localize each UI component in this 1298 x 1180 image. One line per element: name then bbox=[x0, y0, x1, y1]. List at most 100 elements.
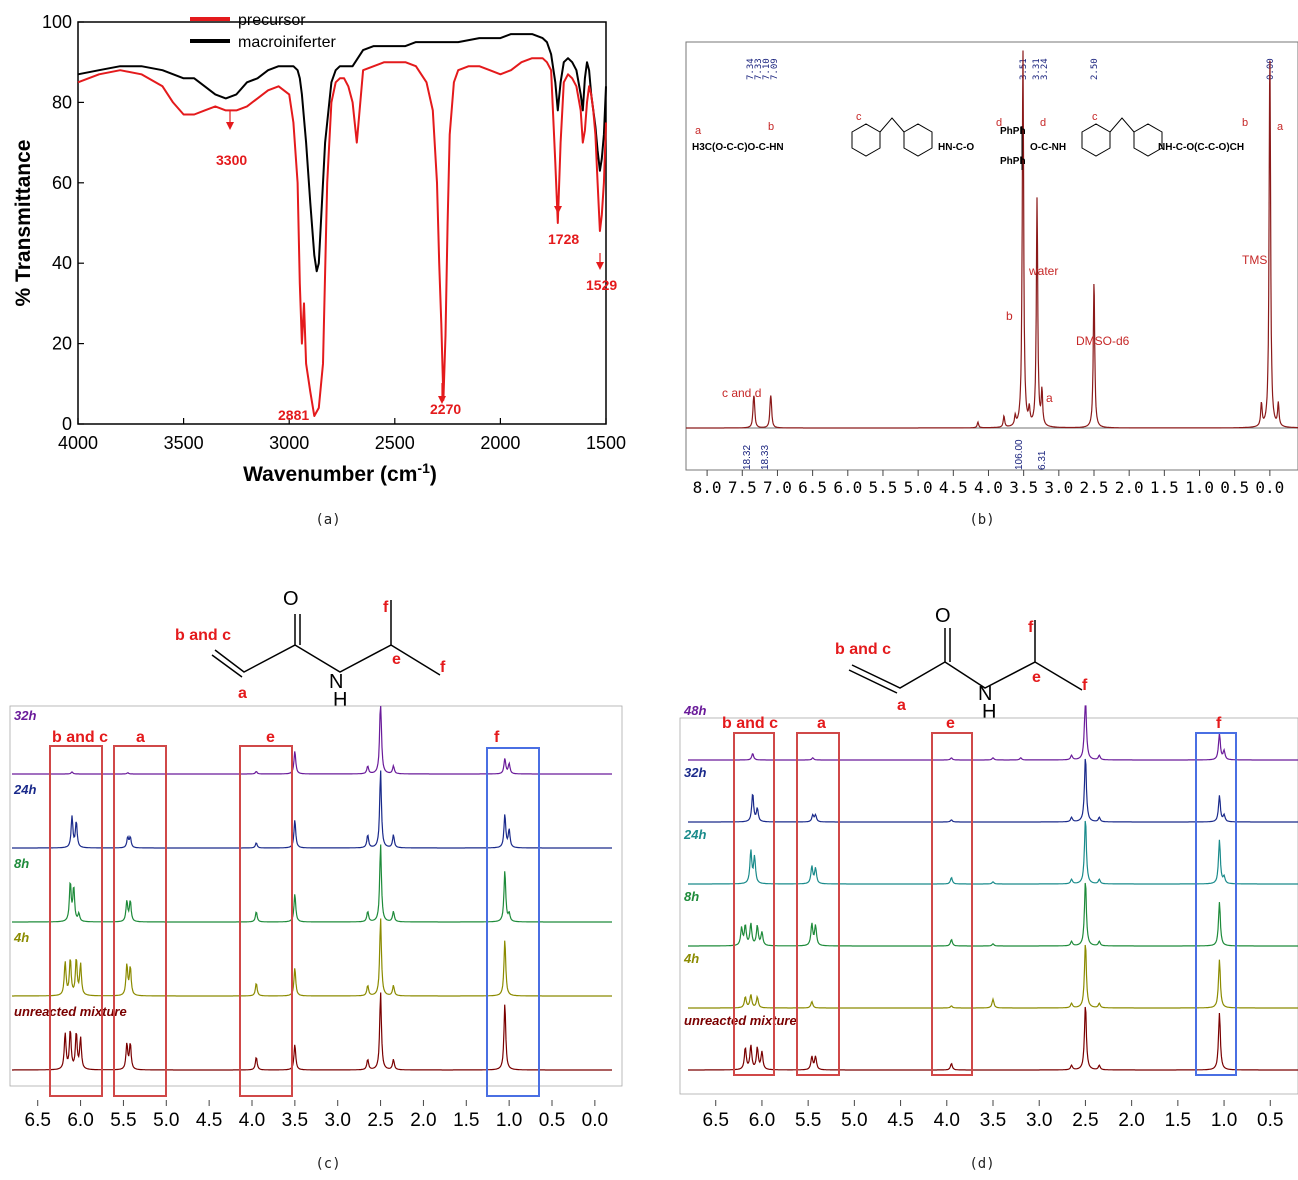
panel-c-mol-bc: b and c bbox=[175, 627, 231, 644]
panel-c-mol-f1: f bbox=[383, 599, 389, 616]
panel-a-ftir: 0 20 40 60 80 100 4000 3500 3000 2500 2000 1500 % … bbox=[12, 12, 626, 528]
panel-d-boxlabel-f: f bbox=[1216, 715, 1222, 732]
b-xtick-label: 2.5 bbox=[1080, 478, 1109, 497]
struct-frag-1: H3C(O-C-C)O-C-HN bbox=[692, 142, 784, 153]
a-ytick-label: 20 bbox=[52, 334, 72, 354]
b-xtick-label: 5.5 bbox=[869, 478, 898, 497]
legend-label-precursor: precursor bbox=[238, 12, 306, 29]
panel-c-molecule-double-bond bbox=[211, 654, 243, 678]
panel-d-mol-bc: b and c bbox=[835, 641, 891, 658]
struct-letter-d-left: d bbox=[996, 117, 1002, 129]
panel-d-molecule: O N H b and c a e f f bbox=[835, 605, 1088, 723]
panel-d-molecule-bonds bbox=[851, 620, 1083, 691]
panel-d-mol-f1: f bbox=[1028, 619, 1034, 636]
struct-ch2-right bbox=[1109, 117, 1135, 133]
xtick-label: 5.0 bbox=[153, 1110, 179, 1131]
a-ytick-label: 100 bbox=[42, 12, 72, 32]
struct-ring-4 bbox=[1133, 123, 1163, 157]
b-xtick-label: 1.5 bbox=[1150, 478, 1179, 497]
b-xtick-label: 7.5 bbox=[728, 478, 757, 497]
panel-c-molecule-bonds bbox=[214, 600, 441, 676]
b-shift-label: 3.31 bbox=[1032, 58, 1042, 80]
panel-a-caption: (a) bbox=[315, 512, 340, 528]
series-line-precursor bbox=[77, 57, 607, 417]
panel-b-nmr: 7.347.337.107.09 3.51 3.313.24 2.50 0.00 8.0… bbox=[685, 41, 1298, 528]
a-ytick-label: 60 bbox=[52, 173, 72, 193]
xtick-label: 0.5 bbox=[539, 1110, 565, 1131]
integral-4: 6.31 bbox=[1037, 450, 1048, 470]
b-xtick-label: 4.0 bbox=[974, 478, 1003, 497]
trace-unreacted-mixture bbox=[12, 992, 612, 1071]
xtick-label: 2.0 bbox=[1118, 1110, 1144, 1131]
panel-b-structure: H3C(O-C-C)O-C-HN HN-C-O PhPh PhPh O-C-NH… bbox=[692, 117, 1244, 170]
xtick-label: 2.5 bbox=[367, 1110, 393, 1131]
panel-c-boxlabel-bc: b and c bbox=[52, 729, 108, 746]
trace-24h bbox=[12, 770, 612, 849]
panel-c-mol-a: a bbox=[238, 685, 247, 702]
xtick-label: 1.5 bbox=[453, 1110, 479, 1131]
peak-label-2881: 2881 bbox=[278, 407, 309, 423]
series-line-macroiniferter bbox=[77, 33, 607, 273]
a-xtick-label: 1500 bbox=[586, 433, 626, 453]
peak-label-2270: 2270 bbox=[430, 401, 461, 417]
panel-d-box-a bbox=[796, 732, 840, 1076]
panel-b-spectrum bbox=[686, 50, 1298, 429]
xtick-label: 6.0 bbox=[749, 1110, 775, 1131]
b-xtick-label: 3.0 bbox=[1044, 478, 1073, 497]
b-xtick-label: 5.0 bbox=[904, 478, 933, 497]
arrowhead-1529 bbox=[596, 262, 604, 270]
trace-label-48h: 48h bbox=[683, 703, 706, 718]
arrowhead-1728 bbox=[554, 206, 562, 214]
panel-a-y-axis-label: % Transmittance bbox=[12, 140, 35, 307]
b-xtick-label: 7.0 bbox=[763, 478, 792, 497]
integral-3: 106.00 bbox=[1014, 439, 1025, 470]
panel-b-frame bbox=[685, 41, 1298, 471]
panel-d-boxlabel-a: a bbox=[817, 715, 826, 732]
xtick-label: 6.0 bbox=[67, 1110, 93, 1131]
struct-ring-3 bbox=[1081, 123, 1111, 157]
peak-label-1529: 1529 bbox=[586, 277, 617, 293]
b-xtick-label: 1.0 bbox=[1185, 478, 1214, 497]
xtick-label: 5.5 bbox=[795, 1110, 821, 1131]
xtick-label: 1.0 bbox=[496, 1110, 522, 1131]
arrowhead-2270 bbox=[438, 396, 446, 404]
panel-d-mol-a: a bbox=[897, 697, 906, 714]
nmr-label-c-and-d: c and d bbox=[722, 386, 761, 400]
panel-c-nmr-stack: O N H b and c a e f f 32h 24h 8h 4h unreacte… bbox=[9, 588, 623, 1172]
trace-32h bbox=[688, 758, 1298, 823]
panel-c-molecule: O N H b and c a e f f bbox=[175, 588, 446, 711]
trace-label-32h: 32h bbox=[14, 708, 36, 723]
integral-2: 18.33 bbox=[760, 445, 771, 470]
xtick-label: 4.0 bbox=[239, 1110, 265, 1131]
panel-c-mol-N: N bbox=[329, 671, 343, 693]
struct-ring-1 bbox=[851, 123, 881, 157]
panel-d-mol-f2: f bbox=[1082, 677, 1088, 694]
panel-d-boxlabel-e: e bbox=[946, 715, 955, 732]
xtick-label: 0.5 bbox=[1257, 1110, 1283, 1131]
legend-label-macroiniferter: macroiniferter bbox=[238, 34, 336, 51]
trace-label-4h: 4h bbox=[13, 930, 29, 945]
xtick-label: 4.5 bbox=[196, 1110, 222, 1131]
panel-c-caption: (c) bbox=[315, 1156, 340, 1172]
xtick-label: 5.5 bbox=[110, 1110, 136, 1131]
trace-label-unreacted-mixture: unreacted mixture bbox=[14, 1004, 127, 1019]
xtick-label: 4.0 bbox=[934, 1110, 960, 1131]
panel-c-boxlabel-f: f bbox=[494, 729, 500, 746]
xtick-label: 3.0 bbox=[325, 1110, 351, 1131]
trace-32h bbox=[12, 705, 612, 775]
xtick-label: 6.5 bbox=[25, 1110, 51, 1131]
nmr-label-b: b bbox=[1006, 309, 1013, 323]
trace-4h bbox=[12, 918, 612, 997]
b-shift-label: 0.00 bbox=[1266, 58, 1276, 80]
panel-c-mol-O: O bbox=[283, 588, 299, 610]
b-shift-label: 7.34 bbox=[746, 58, 756, 80]
b-shift-label: 7.33 bbox=[754, 58, 764, 80]
b-xtick-label: 6.0 bbox=[833, 478, 862, 497]
panel-a-series bbox=[77, 33, 607, 417]
panel-a-y-ticks: 0 20 40 60 80 100 bbox=[42, 12, 84, 434]
trace-label-32h: 32h bbox=[684, 765, 706, 780]
a-xtick-label: 2500 bbox=[375, 433, 415, 453]
trace-8h bbox=[688, 882, 1298, 947]
trace-label-unreacted-mixture: unreacted mixture bbox=[684, 1013, 797, 1028]
